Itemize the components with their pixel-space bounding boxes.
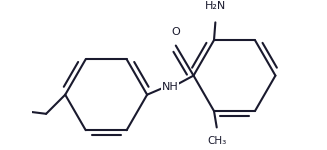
Text: CH₃: CH₃ xyxy=(207,136,226,146)
Text: O: O xyxy=(171,27,180,37)
Text: H₂N: H₂N xyxy=(205,2,226,11)
Text: NH: NH xyxy=(162,81,179,92)
